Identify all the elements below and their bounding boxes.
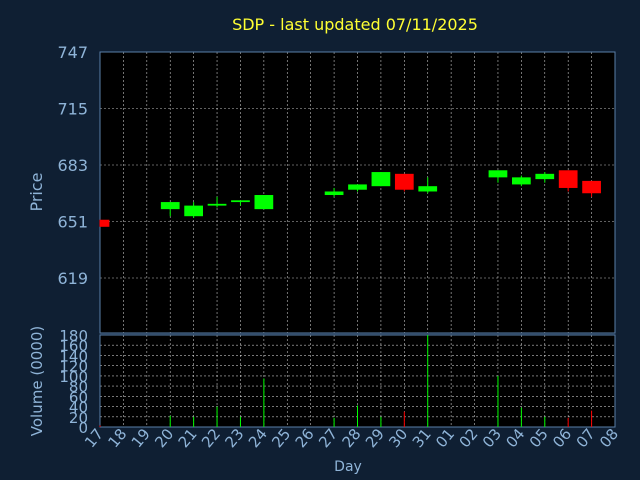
price-tick-label: 715 (57, 100, 88, 119)
volume-axis-label: Volume (0000) (28, 326, 46, 436)
candle-body (254, 195, 274, 210)
x-tick-label: 29 (362, 425, 388, 451)
price-tick-label: 619 (57, 269, 88, 288)
x-tick-label: 26 (292, 425, 318, 451)
candle-body (488, 170, 508, 178)
x-tick-label: 01 (432, 425, 458, 451)
volume-panel: 1718192021222324252627282930310102030405… (59, 327, 622, 451)
volume-tick-label: 180 (59, 327, 88, 345)
candle-body (512, 177, 531, 185)
x-tick-label: 08 (596, 425, 622, 451)
candle-body (100, 219, 110, 227)
candle-body (324, 191, 344, 196)
candle-body (184, 205, 203, 217)
x-axis-label: Day (334, 459, 362, 475)
price-tick-label: 651 (57, 213, 88, 232)
candle-body (160, 202, 180, 210)
price-panel: 619 651 683 715 747 (57, 43, 616, 334)
x-tick-label: 18 (104, 425, 130, 451)
x-tick-label: 06 (549, 425, 575, 451)
x-tick-label: 19 (128, 425, 154, 451)
x-tick-label: 20 (151, 425, 177, 451)
x-tick-label: 30 (385, 425, 411, 451)
price-tick-label: 683 (57, 156, 88, 175)
price-axis-label: Price (27, 172, 46, 211)
x-tick-label: 23 (221, 425, 247, 451)
candle-body (207, 203, 227, 206)
volume-tick-label: 80 (69, 378, 88, 396)
volume-tick-label: 140 (59, 347, 88, 365)
candle-body (418, 186, 438, 192)
candle-body (535, 173, 555, 180)
x-tick-label: 07 (573, 425, 599, 451)
candle-body (371, 172, 391, 187)
x-tick-label: 28 (339, 425, 365, 451)
candle-body (558, 170, 578, 188)
x-tick-label: 05 (526, 425, 552, 451)
x-tick-label: 04 (502, 425, 528, 451)
volume-tick-label: 0 (78, 419, 88, 437)
candle-body (231, 200, 250, 203)
price-tick-label: 747 (57, 43, 88, 62)
candle-body (348, 184, 367, 190)
x-tick-label: 02 (456, 425, 482, 451)
x-tick-label: 27 (315, 425, 341, 451)
volume-tick-label: 120 (59, 358, 88, 376)
volume-tick-label: 100 (59, 368, 88, 386)
candle-body (394, 173, 414, 190)
x-tick-label: 25 (268, 425, 294, 451)
x-tick-label: 22 (198, 425, 224, 451)
volume-tick-label: 60 (69, 388, 88, 406)
chart-title: SDP - last updated 07/11/2025 (232, 15, 478, 34)
volume-tick-label: 40 (69, 399, 88, 417)
volume-tick-label: 20 (69, 409, 88, 427)
volume-tick-label: 160 (59, 337, 88, 355)
candle-body (582, 180, 601, 194)
x-tick-label: 31 (409, 425, 435, 451)
price-plot-border (99, 51, 616, 334)
x-tick-label: 03 (479, 425, 505, 451)
x-tick-label: 24 (245, 425, 271, 451)
x-tick-label: 21 (175, 425, 201, 451)
